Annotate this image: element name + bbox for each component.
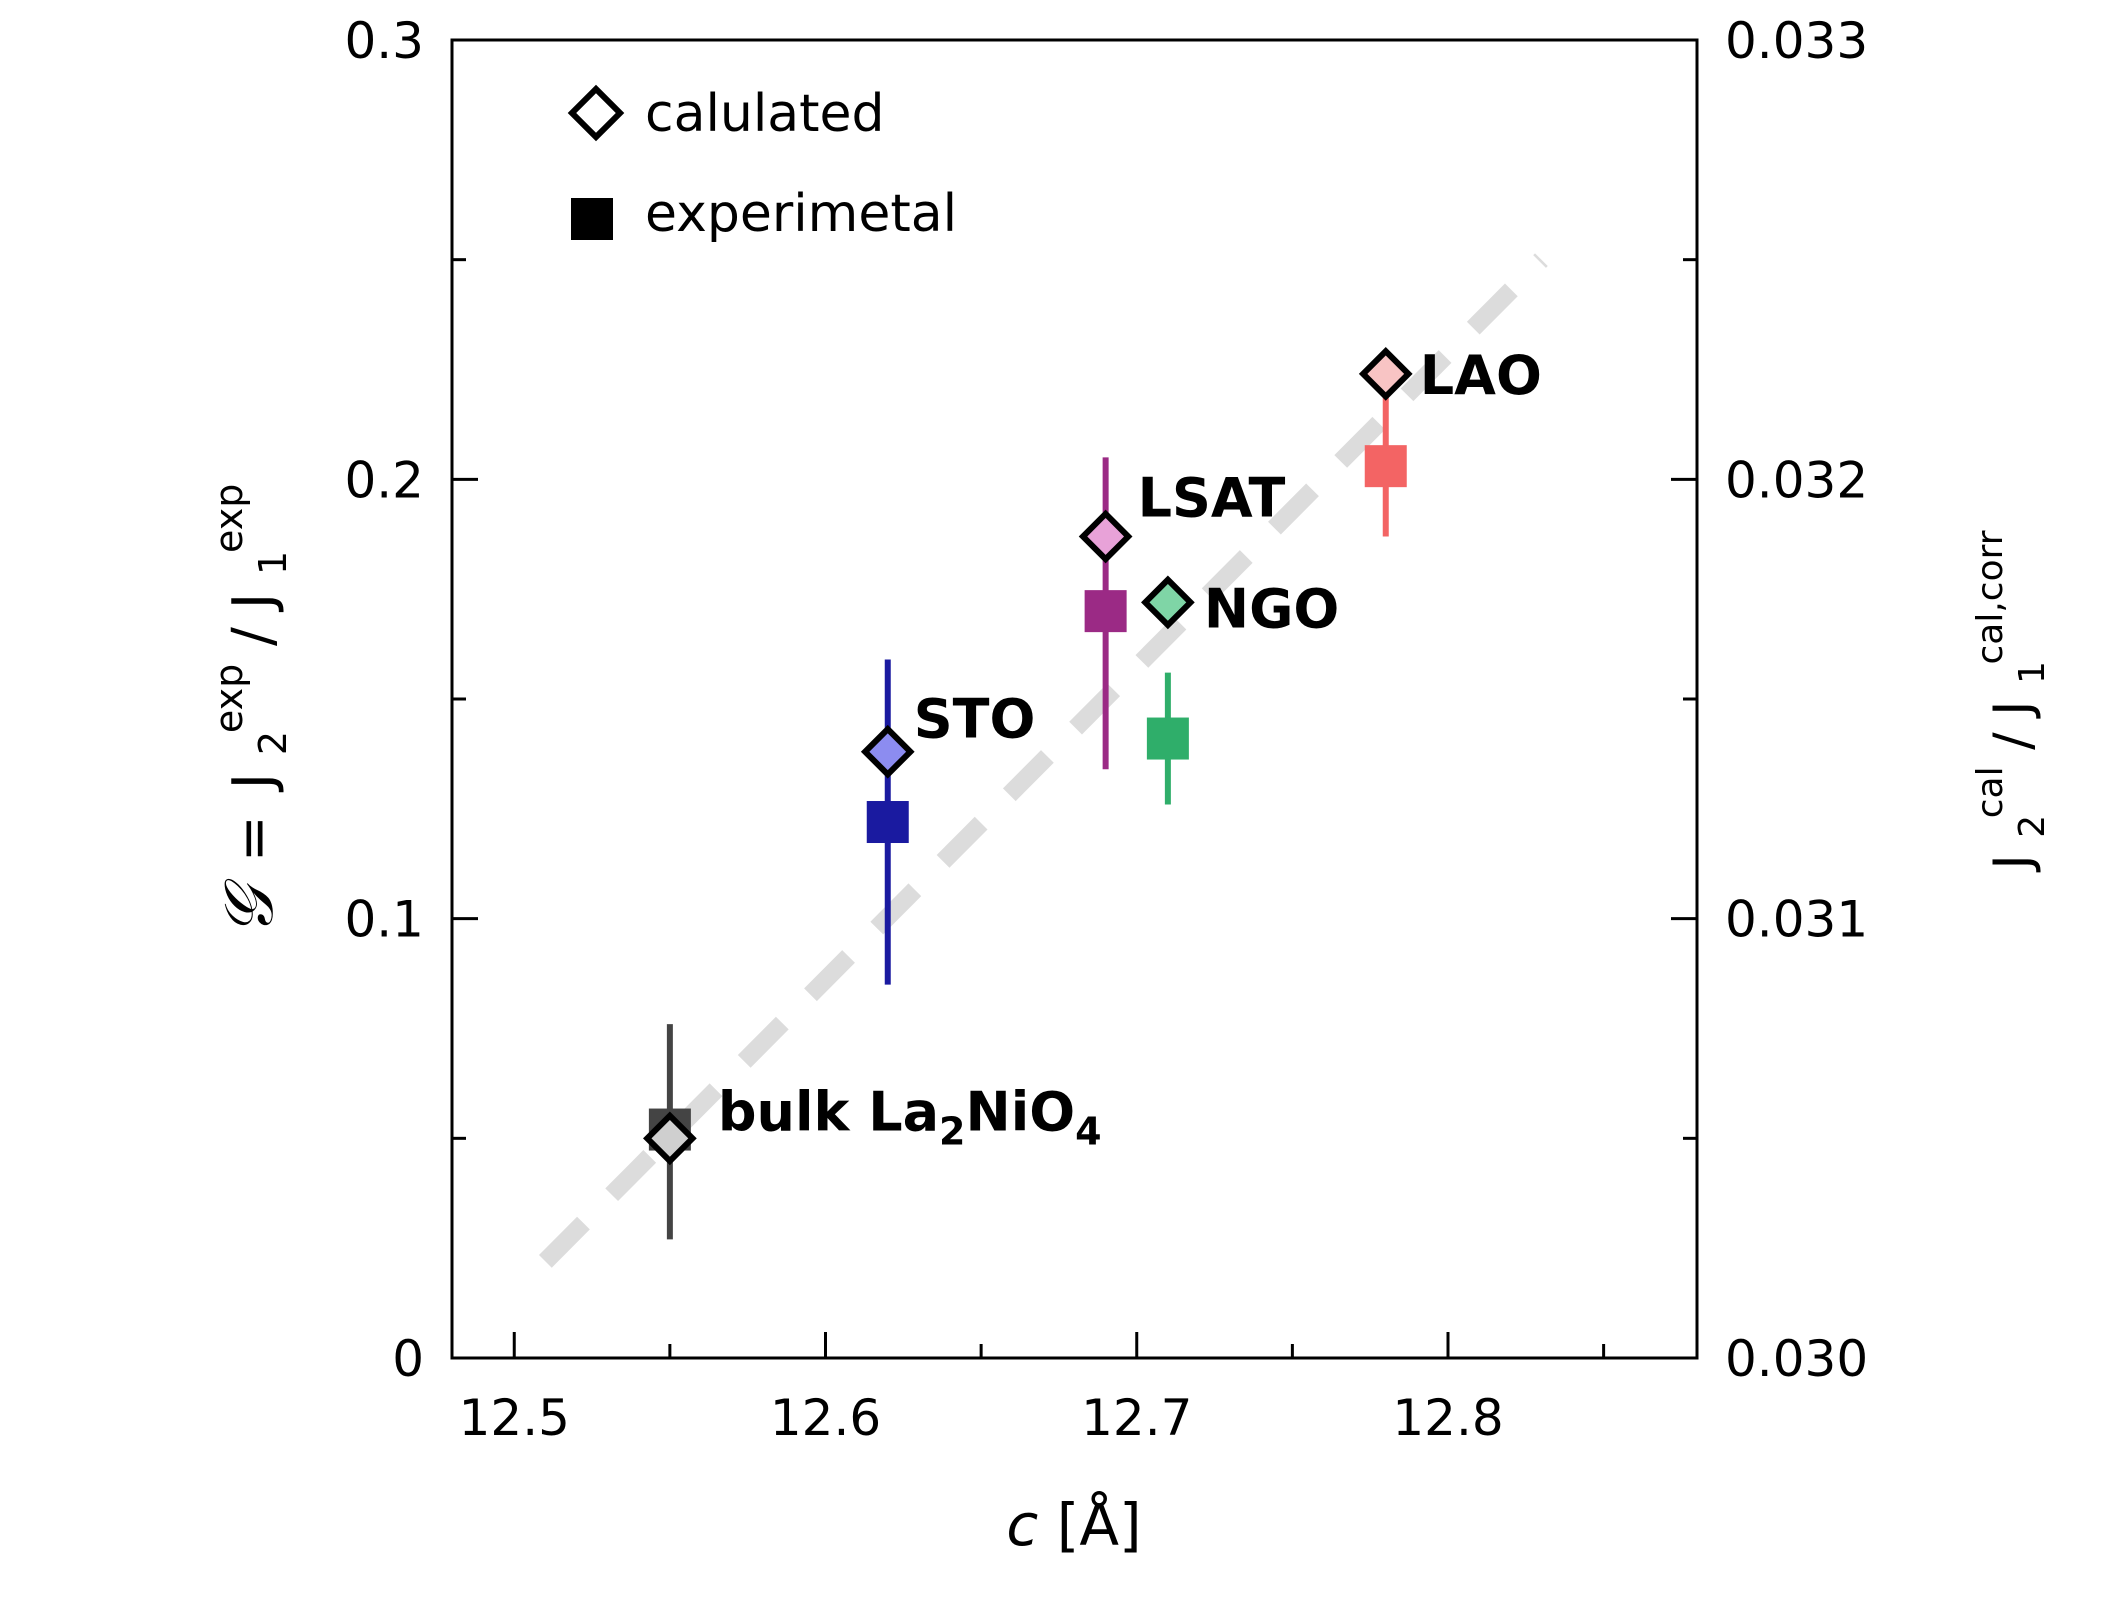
point-label: LAO <box>1420 344 1542 407</box>
legend-experimental-marker <box>571 198 613 240</box>
experimental-marker <box>1084 590 1127 633</box>
y-left-eq: = <box>221 815 286 862</box>
experimental-marker <box>866 801 909 844</box>
legend-calculated-label: calulated <box>645 84 885 144</box>
experimental-marker <box>1364 445 1407 488</box>
calculated-marker <box>643 1111 697 1166</box>
y-left-j-den: J <box>221 593 286 613</box>
y-left-slash: / <box>221 627 286 646</box>
x-axis-symbol: c <box>1006 1491 1038 1559</box>
point-label-text: LAO <box>1420 344 1542 407</box>
x-tick-label: 12.7 <box>1081 1389 1192 1447</box>
point-label-subscript: 2 <box>939 1109 965 1153</box>
legend-calculated-marker <box>567 84 625 142</box>
y-left-symbol: 𝒢 <box>210 878 289 936</box>
y-left-tick-label: 0.1 <box>344 891 424 949</box>
x-axis-title: c [Å] <box>1006 1490 1141 1559</box>
point-label: NGO <box>1204 577 1339 640</box>
y-right-tick-label: 0.031 <box>1725 891 1868 949</box>
point-label: LSAT <box>1138 466 1286 529</box>
calculated-marker <box>1141 575 1195 630</box>
legend: calulated experimetal <box>567 84 957 244</box>
point-label-text: bulk La <box>718 1080 939 1143</box>
experimental-marker <box>1146 717 1189 760</box>
y-right-j-den: J <box>1983 700 2043 718</box>
y-right-tick-label: 0.032 <box>1725 451 1868 509</box>
y-left-axis-title: 𝒢 = J 2 exp / J 1 exp <box>191 484 300 937</box>
calculated-marker <box>1358 347 1413 401</box>
point-label-text: STO <box>914 688 1036 751</box>
y-right-j-num: J <box>1983 854 2043 872</box>
y-right-sup-den: cal,corr <box>1970 530 2011 664</box>
calculated-marker <box>860 724 915 779</box>
y-left-tick-label: 0.2 <box>344 451 424 509</box>
x-tick-label: 12.8 <box>1392 1389 1503 1447</box>
svg-text:J 2 cal /: J 2 cal / J 1 cal,corr <box>1955 530 2057 872</box>
y-left-j-num: J <box>221 773 286 793</box>
point-label-text: NiO <box>966 1080 1076 1143</box>
y-left-tick-label: 0 <box>392 1330 424 1388</box>
y-right-tick-label: 0.030 <box>1725 1330 1868 1388</box>
y-right-sup-num: cal <box>1970 766 2011 818</box>
y-left-sub-den: 1 <box>251 551 295 575</box>
legend-experimental-label: experimetal <box>645 184 957 244</box>
y-left-sub-num: 2 <box>251 731 295 755</box>
calculated-marker <box>1078 509 1133 564</box>
y-right-sub-num: 2 <box>2012 815 2053 838</box>
y-left-tick-label: 0.3 <box>344 12 424 70</box>
x-tick-label: 12.5 <box>459 1389 570 1447</box>
point-label-text: NGO <box>1204 577 1339 640</box>
x-axis-unit: [Å] <box>1057 1490 1142 1559</box>
y-right-axis-title: J 2 cal / J 1 cal,corr <box>1955 530 2057 872</box>
point-label-subscript: 4 <box>1075 1109 1101 1153</box>
y-right-sub-den: 1 <box>2012 661 2053 684</box>
y-right-tick-label: 0.033 <box>1725 12 1868 70</box>
y-left-sup-num: exp <box>207 664 251 733</box>
x-tick-label: 12.6 <box>770 1389 881 1447</box>
trend-line <box>538 253 1548 1268</box>
svg-text:𝒢 = J 2: 𝒢 = J 2 exp / J 1 exp <box>191 484 300 937</box>
point-label-text: LSAT <box>1138 466 1286 529</box>
y-left-sup-den: exp <box>207 484 251 553</box>
point-label: STO <box>914 688 1036 751</box>
y-right-slash: / <box>1983 732 2043 750</box>
point-label: bulk La2NiO4 <box>718 1080 1102 1153</box>
